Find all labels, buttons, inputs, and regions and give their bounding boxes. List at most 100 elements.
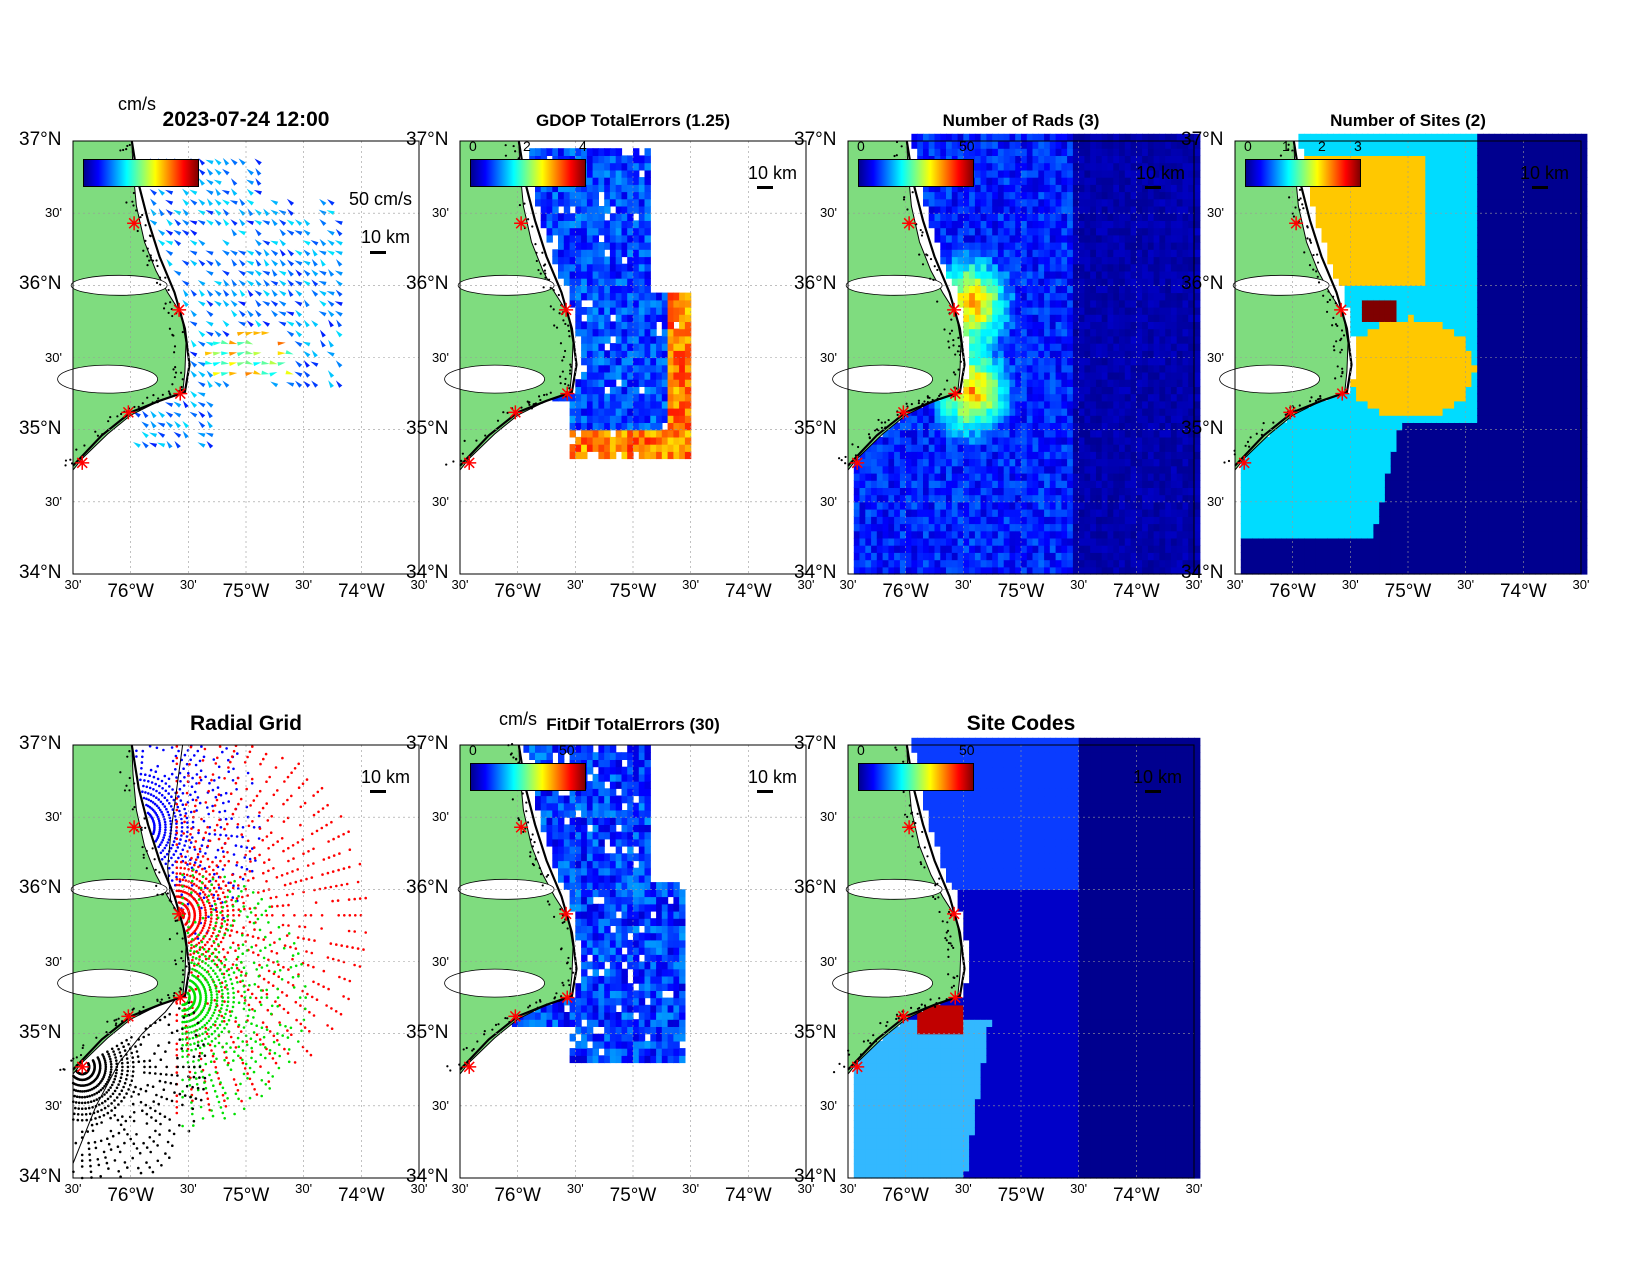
current-vector	[277, 341, 286, 346]
field-cell	[1101, 292, 1109, 301]
field-cell	[894, 559, 901, 568]
field-cell	[1003, 364, 1011, 373]
current-vector	[318, 209, 327, 216]
field-cell	[1044, 545, 1051, 553]
field-cell	[1170, 242, 1178, 250]
field-cell	[963, 386, 970, 395]
field-cell	[871, 458, 878, 467]
field-cell	[586, 278, 594, 286]
field-cell	[1061, 198, 1068, 207]
field-cell	[1170, 473, 1178, 481]
field-cell	[934, 516, 941, 525]
vector-head	[174, 218, 182, 227]
field-cell	[684, 307, 692, 315]
field-cell	[940, 523, 947, 532]
field-cell	[1188, 400, 1195, 409]
field-cell	[1096, 509, 1103, 517]
field-cell	[684, 357, 692, 366]
vector-head	[311, 248, 318, 257]
coast-dot	[906, 208, 909, 211]
field-cell	[1084, 494, 1091, 503]
current-vector	[254, 158, 262, 166]
field-cell	[592, 386, 599, 395]
field-cell	[1130, 335, 1137, 344]
field-cell	[650, 292, 657, 301]
current-vector	[220, 372, 230, 377]
field-cell	[1194, 242, 1201, 250]
field-cell	[615, 242, 623, 250]
field-cell	[1072, 314, 1080, 322]
field-cell	[615, 415, 623, 423]
field-cell	[923, 198, 930, 207]
field-cell	[1084, 263, 1091, 272]
coast-dot	[149, 254, 152, 257]
field-cell	[917, 458, 924, 467]
field-cell	[638, 328, 646, 337]
field-cell	[917, 141, 924, 149]
field-cell	[1090, 393, 1097, 402]
field-cell	[644, 191, 651, 200]
field-cell	[1130, 523, 1137, 532]
field-cell	[1124, 285, 1132, 294]
field-cell	[986, 364, 993, 373]
current-vector	[205, 321, 214, 327]
field-cell	[1194, 357, 1201, 366]
field-cell	[1142, 422, 1149, 431]
field-cell	[905, 480, 913, 488]
field-cell	[1038, 299, 1045, 308]
vector-head	[229, 371, 238, 376]
field-cell	[1072, 148, 1080, 156]
current-vector	[287, 279, 295, 287]
field-cell	[569, 444, 576, 452]
field-cell	[1044, 177, 1051, 185]
field-cell	[1159, 429, 1166, 438]
vector-head	[238, 310, 246, 318]
field-cell	[888, 545, 895, 553]
field-cell	[644, 357, 651, 366]
field-cell	[923, 552, 930, 561]
field-cell	[558, 220, 565, 229]
field-cell	[1188, 444, 1195, 452]
field-cell	[1067, 270, 1074, 279]
field-cell	[1136, 480, 1143, 488]
field-cell	[905, 516, 913, 525]
field-cell	[1147, 451, 1155, 460]
field-cell	[1067, 141, 1074, 149]
field-cell	[1176, 177, 1184, 185]
field-cell	[980, 220, 987, 229]
field-cell	[1055, 400, 1062, 409]
field-cell	[1136, 559, 1143, 568]
field-cell	[633, 270, 640, 279]
field-cell	[1021, 321, 1028, 330]
field-cell	[644, 162, 651, 171]
field-cell	[1090, 206, 1097, 214]
field-cell	[1072, 436, 1080, 445]
field-cell	[1113, 220, 1120, 229]
current-vector	[253, 362, 262, 367]
field-cell	[992, 234, 999, 243]
field-cell	[1170, 501, 1178, 510]
field-cell	[986, 494, 993, 503]
field-cell	[997, 213, 1005, 221]
field-cell	[1165, 415, 1172, 423]
field-cell	[1061, 559, 1068, 568]
field-cell	[934, 227, 941, 236]
field-cell	[1032, 335, 1039, 344]
field-cell	[997, 530, 1005, 539]
field-cell	[638, 177, 646, 185]
field-cell	[1194, 408, 1201, 416]
field-cell	[644, 444, 651, 452]
current-vector	[205, 219, 214, 226]
field-cell	[1182, 451, 1189, 460]
field-cell	[1147, 350, 1155, 359]
field-cell	[1113, 545, 1120, 553]
field-cell	[586, 436, 594, 445]
field-cell	[928, 220, 936, 229]
field-cell	[1136, 487, 1143, 496]
field-cell	[963, 184, 970, 193]
vector-head	[253, 370, 262, 375]
field-cell	[1049, 177, 1057, 185]
field-cell	[609, 220, 617, 229]
field-cell	[992, 357, 999, 366]
field-cell	[997, 473, 1005, 481]
